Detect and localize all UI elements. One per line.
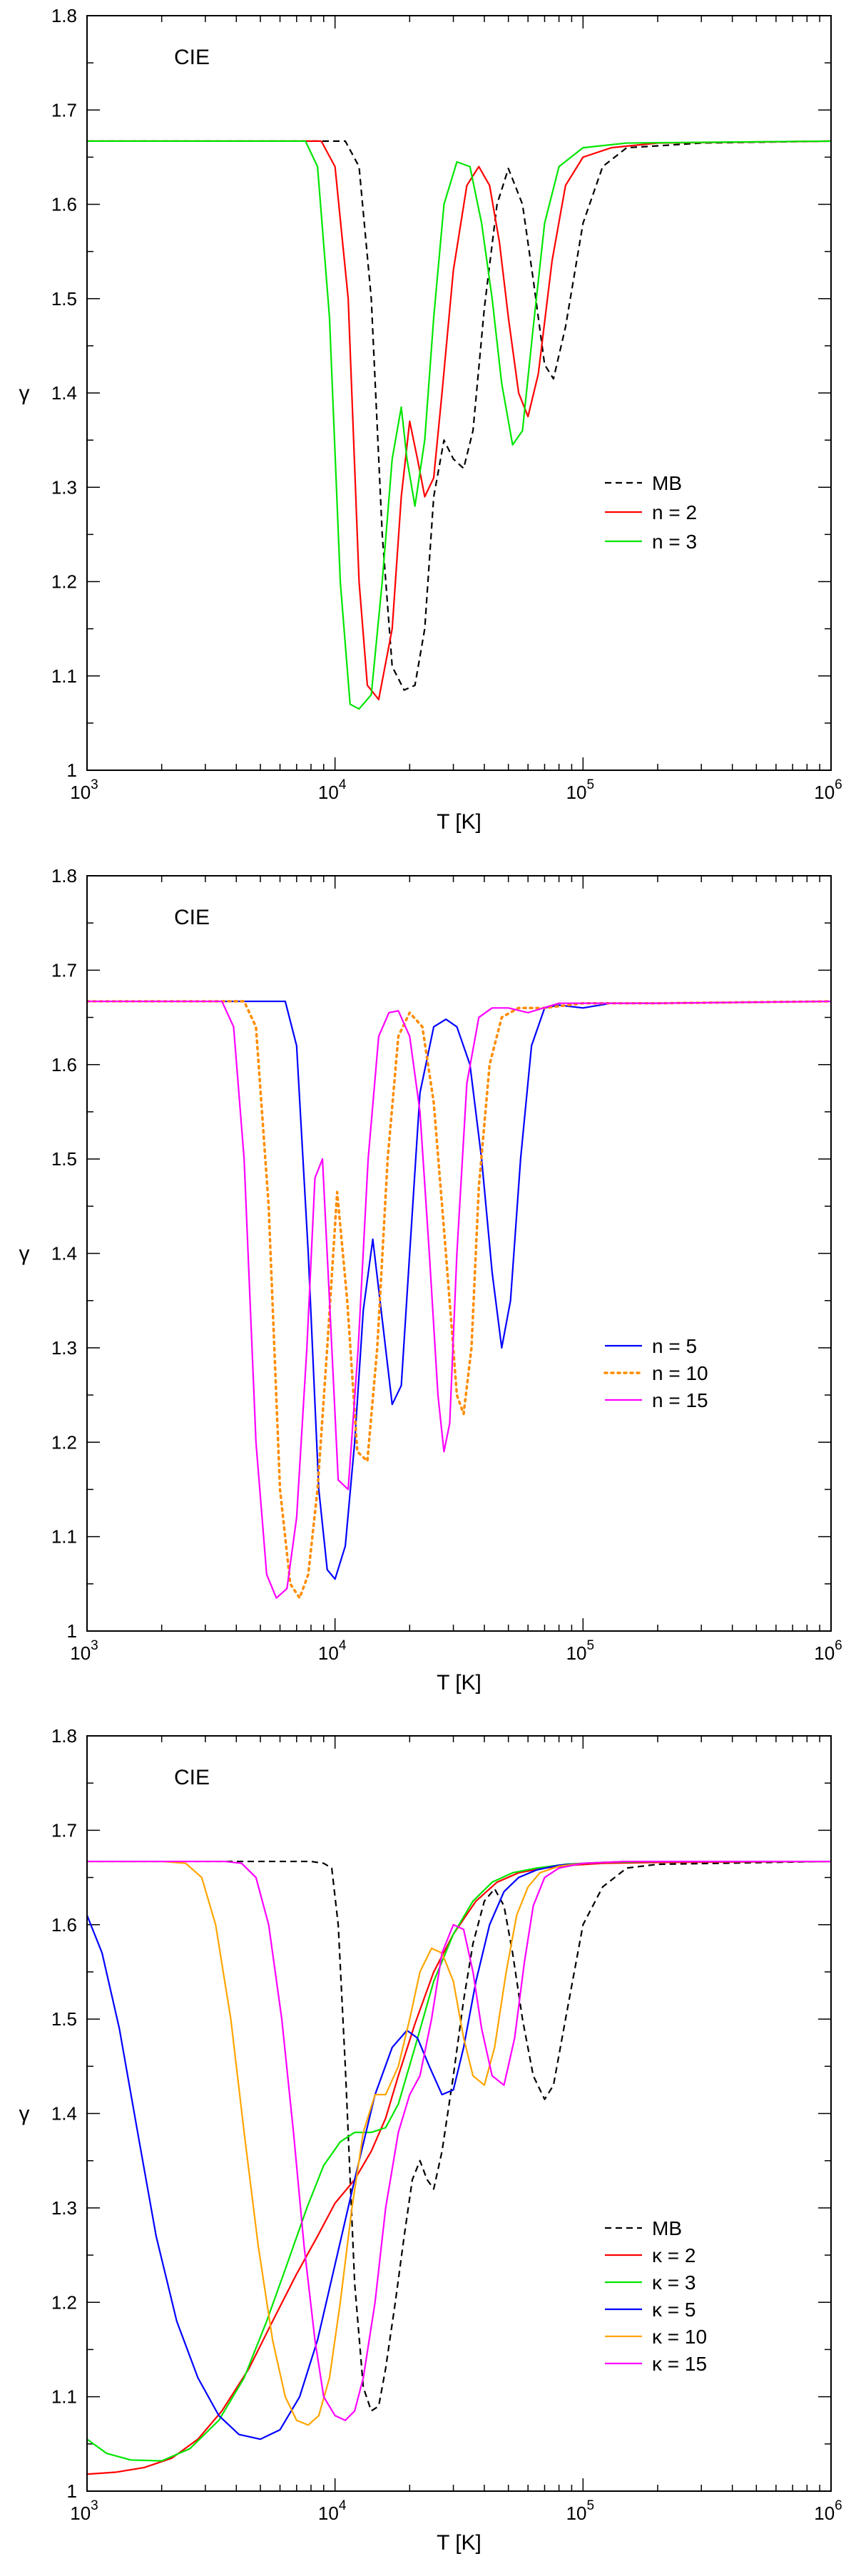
y-tick-label: 1.5: [51, 1148, 77, 1170]
series-line: [87, 1860, 831, 2421]
y-tick-label: 1.8: [51, 1725, 77, 1747]
y-tick-label: 1.7: [51, 99, 77, 121]
y-tick-label: 1.3: [51, 2197, 77, 2219]
y-tick-label: 1.5: [51, 2008, 77, 2030]
series-line: [87, 1860, 831, 2475]
chart-panel-3: 103 104 105 106 1 1.1 1.2 1.3 1.4 1.5 1.6 1.7 1.8 CIE…: [19, 1725, 842, 2555]
series-line: [87, 1860, 831, 2440]
series-line: [87, 1000, 831, 1580]
y-tick-label: 1.2: [51, 2291, 77, 2313]
y-tick-label: 1.5: [51, 288, 77, 310]
legend-label: MB: [652, 2217, 682, 2239]
x-tick-label: 106: [814, 777, 842, 803]
x-tick-label: 103: [70, 1638, 98, 1664]
y-tick-label: 1.2: [51, 571, 77, 593]
x-tick-label: 106: [814, 2498, 842, 2524]
legend-label: n = 5: [652, 1335, 697, 1357]
x-axis-title: T [K]: [437, 2531, 482, 2555]
y-axis-title: γ: [19, 2102, 30, 2126]
y-tick-label: 1.6: [51, 194, 77, 215]
y-tick-label: 1.4: [51, 2103, 77, 2125]
x-tick-label: 103: [70, 777, 98, 803]
legend-label: κ = 2: [652, 2244, 696, 2266]
y-tick-label: 1.3: [51, 476, 77, 498]
legend-label: κ = 5: [652, 2299, 696, 2321]
annotation-label: CIE: [174, 1766, 210, 1789]
series-line: [87, 1000, 831, 1600]
x-tick-label: 104: [318, 777, 347, 803]
x-tick-label: 105: [566, 2498, 595, 2524]
legend-label: κ = 3: [652, 2271, 696, 2294]
legend-label: κ = 15: [652, 2353, 707, 2375]
legend-label: κ = 10: [652, 2326, 707, 2348]
legend-label: n = 3: [652, 531, 697, 553]
chart-panel-2: 103 104 105 106 1 1.1 1.2 1.3 1.4 1.5 1.6 1.7 1.8 CIE…: [19, 865, 842, 1695]
plot-frame: [86, 875, 832, 1632]
annotation-label: CIE: [174, 46, 210, 69]
legend-label: n = 2: [652, 501, 697, 523]
y-tick-label: 1.1: [51, 2386, 77, 2408]
y-axis-title: γ: [19, 1242, 30, 1266]
y-tick-label: 1.7: [51, 959, 77, 981]
chart-panel-1: 103 104 105 106 1 1.1 1.2 1.3 1.4 1.5 1.6 1.7 1.8 CIE…: [19, 5, 842, 834]
y-axis-title: γ: [19, 382, 30, 405]
y-tick-label: 1.2: [51, 1431, 77, 1453]
y-tick-label: 1.4: [51, 382, 77, 404]
y-tick-label: 1: [67, 2480, 77, 2502]
legend-label: n = 10: [652, 1362, 708, 1384]
x-axis-title: T [K]: [437, 1671, 482, 1695]
series-line: [87, 1860, 831, 2426]
series-line: [87, 1000, 831, 1599]
plot-frame: [86, 15, 832, 771]
x-tick-label: 104: [318, 1638, 347, 1664]
y-tick-label: 1.3: [51, 1337, 77, 1359]
y-tick-label: 1.8: [51, 5, 77, 26]
y-tick-label: 1.7: [51, 1819, 77, 1841]
annotation-label: CIE: [174, 906, 210, 929]
x-tick-label: 105: [566, 777, 595, 803]
y-tick-label: 1.8: [51, 865, 77, 886]
y-tick-label: 1.1: [51, 1526, 77, 1548]
series-line: [87, 1860, 831, 2462]
series-line: [87, 140, 831, 700]
y-tick-label: 1.4: [51, 1243, 77, 1264]
x-tick-label: 103: [70, 2498, 98, 2524]
y-tick-label: 1.6: [51, 1054, 77, 1075]
y-tick-label: 1.6: [51, 1914, 77, 1936]
legend-label: n = 15: [652, 1389, 708, 1411]
series-line: [87, 140, 831, 691]
series-line: [87, 1860, 831, 2412]
plot-frame: [86, 1735, 832, 2492]
x-axis-title: T [K]: [437, 810, 482, 834]
y-tick-label: 1.1: [51, 665, 77, 687]
x-tick-label: 104: [318, 2498, 347, 2524]
y-tick-label: 1: [67, 760, 77, 781]
x-tick-label: 105: [566, 1638, 595, 1664]
y-tick-label: 1: [67, 1620, 77, 1642]
legend-label: MB: [652, 472, 682, 494]
x-tick-label: 106: [814, 1638, 842, 1664]
series-line: [87, 140, 831, 710]
